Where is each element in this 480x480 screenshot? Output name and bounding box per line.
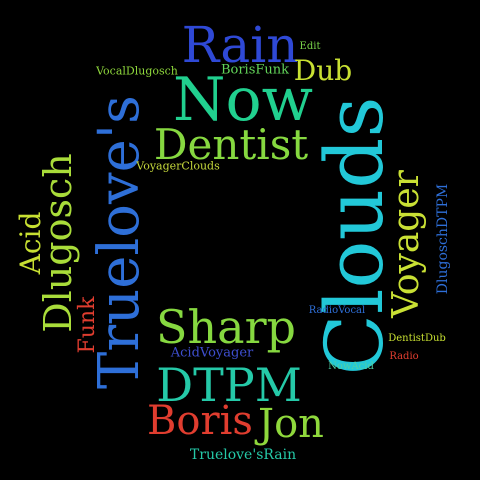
word-radio: Radio — [389, 351, 419, 362]
word-now: Now — [173, 65, 313, 135]
word-borisfunk: BorisFunk — [220, 62, 290, 78]
word-clouds: Clouds — [308, 96, 401, 376]
word-edit: Edit — [299, 41, 321, 52]
word-radiovocal: RadioVocal — [308, 305, 366, 316]
word-dentist: Dentist — [153, 120, 309, 169]
word-dlugosch: Dlugosch — [36, 153, 80, 333]
word-dub: Dub — [293, 54, 353, 87]
word-funk: Funk — [75, 296, 100, 354]
word-rain: Rain — [181, 16, 299, 74]
word-voyager: Voyager — [386, 170, 427, 318]
word-boris: Boris — [147, 398, 253, 444]
word-dentistdub: DentistDub — [388, 333, 446, 344]
word-nowacid: NowAcid — [328, 361, 374, 372]
word-trueloves: Truelove's — [87, 95, 152, 389]
word-truelovesrain: Truelove'sRain — [189, 447, 297, 463]
word-dtpm: DTPM — [156, 358, 302, 412]
word-sharp: Sharp — [156, 300, 296, 354]
word-acidvoyager: AcidVoyager — [170, 345, 254, 361]
word-jon: Jon — [258, 401, 324, 447]
word-vocaldlugosch: VocalDlugosch — [96, 64, 178, 78]
word-voyagerclouds: VoyagerClouds — [136, 159, 220, 173]
word-dlugoschdtpm: DlugoschDTPM — [435, 183, 451, 295]
